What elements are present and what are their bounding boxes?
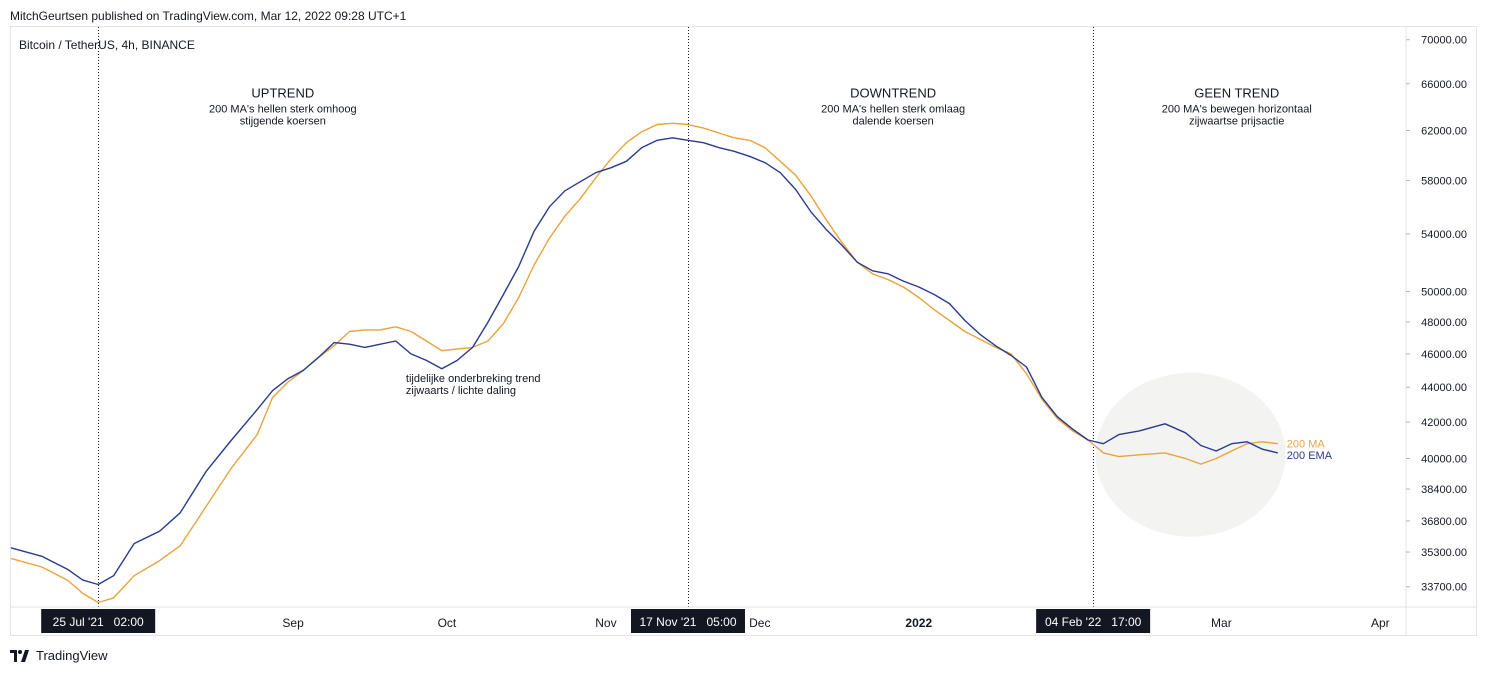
time-tick-label: Oct	[438, 616, 457, 630]
price-tick-label: 48000.00	[1421, 317, 1467, 329]
time-marker-box-2	[1036, 609, 1151, 633]
price-tick-label: 66000.00	[1421, 79, 1467, 91]
price-tick-label: 50000.00	[1421, 287, 1467, 299]
price-tick-label: 46000.00	[1421, 349, 1467, 361]
price-tick-label: 44000.00	[1421, 382, 1467, 394]
chart-frame	[10, 26, 1477, 636]
annotation-text-2-1: zijwaartse prijsactie	[1189, 115, 1284, 127]
footer-brand[interactable]: TradingView	[10, 648, 108, 663]
price-tick-label: 42000.00	[1421, 417, 1467, 429]
price-tick-label: 35300.00	[1421, 547, 1467, 559]
time-marker-box-0	[41, 609, 156, 633]
footer-brand-label: TradingView	[36, 648, 108, 663]
annotation-title-1: DOWNTREND	[850, 85, 936, 100]
series-label-ema200: 200 EMA	[1287, 450, 1333, 462]
price-tick-label: 58000.00	[1421, 175, 1467, 187]
annotation-text-0-0: 200 MA's hellen sterk omhoog	[209, 103, 357, 115]
tradingview-logo-icon	[10, 649, 30, 662]
time-tick-label: Mar	[1211, 616, 1232, 630]
annotation-text-2-0: 200 MA's bewegen horizontaal	[1162, 103, 1312, 115]
price-tick-label: 33700.00	[1421, 582, 1467, 594]
series-line-ma200	[10, 122, 1278, 604]
annotation-title-0: UPTREND	[251, 85, 314, 100]
price-tick-label: 54000.00	[1421, 229, 1467, 241]
annotation-text-0-1: stijgende koersen	[240, 115, 326, 127]
time-tick-label: Apr	[1371, 616, 1390, 630]
range-highlight-ellipse	[1095, 372, 1286, 537]
time-tick-label: Sep	[282, 616, 304, 630]
price-tick-label: 70000.00	[1421, 35, 1467, 47]
annotation-title-2: GEEN TREND	[1194, 85, 1279, 100]
annotation-text-3-0: tijdelijke onderbreking trend	[406, 373, 541, 385]
annotation-text-1-1: dalende koersen	[852, 115, 933, 127]
time-tick-label: Dec	[749, 616, 770, 630]
series-label-ma200: 200 MA	[1287, 439, 1326, 451]
time-marker-box-1	[630, 609, 745, 633]
series-line-ema200	[10, 137, 1278, 586]
time-marker-label-0: 25 Jul '21 02:00	[53, 615, 144, 629]
price-tick-label: 36800.00	[1421, 516, 1467, 528]
price-tick-label: 62000.00	[1421, 126, 1467, 138]
price-tick-label: 40000.00	[1421, 453, 1467, 465]
time-tick-label: Nov	[595, 616, 616, 630]
symbol-label: Bitcoin / TetherUS, 4h, BINANCE	[19, 38, 195, 52]
time-tick-label: 2022	[905, 616, 932, 630]
annotation-text-1-0: 200 MA's hellen sterk omlaag	[821, 103, 965, 115]
time-marker-label-2: 04 Feb '22 17:00	[1045, 615, 1142, 629]
time-marker-label-1: 17 Nov '21 05:00	[639, 615, 736, 629]
annotation-text-3-1: zijwaarts / lichte daling	[406, 385, 516, 397]
price-tick-label: 38400.00	[1421, 484, 1467, 496]
publish-header: MitchGeurtsen published on TradingView.c…	[10, 9, 407, 23]
